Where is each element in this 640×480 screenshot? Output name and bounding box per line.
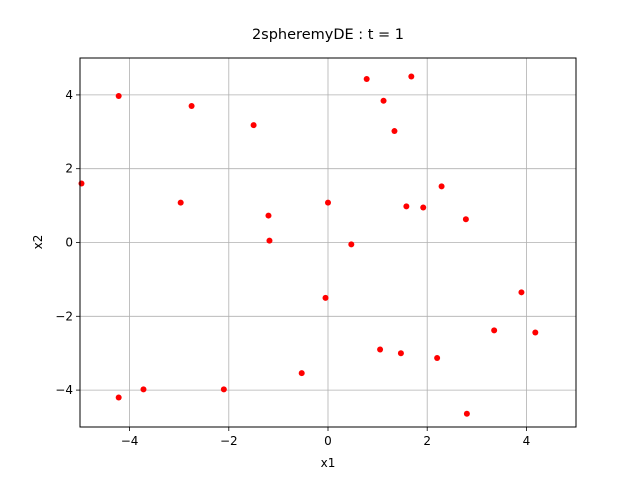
data-point <box>377 346 384 353</box>
y-tick-label: 0 <box>65 236 73 250</box>
data-point <box>363 76 370 83</box>
data-point <box>220 386 227 393</box>
data-point <box>140 386 147 393</box>
data-point <box>348 241 355 248</box>
chart-title: 2spheremyDE : t = 1 <box>252 27 404 43</box>
x-tick-label: −2 <box>220 434 238 448</box>
x-axis-label: x1 <box>321 456 336 470</box>
data-point <box>177 199 184 206</box>
data-point <box>391 128 398 135</box>
y-tick-label: 2 <box>65 162 73 176</box>
x-tick-label: 4 <box>523 434 531 448</box>
y-tick-label: 4 <box>65 88 73 102</box>
y-tick-label: −4 <box>55 383 73 397</box>
grid-lines <box>80 58 576 427</box>
data-point <box>462 216 469 223</box>
data-point <box>322 294 329 301</box>
data-point <box>266 237 273 244</box>
data-point <box>420 204 427 211</box>
x-tick-label: 0 <box>324 434 332 448</box>
x-tick-label: 2 <box>423 434 431 448</box>
data-point <box>438 183 445 190</box>
data-point <box>408 73 415 80</box>
data-point <box>380 97 387 104</box>
data-point <box>403 203 410 210</box>
data-point <box>250 122 257 129</box>
data-point <box>298 370 305 377</box>
data-point <box>265 212 272 219</box>
axis-ticks: −4 −2 0 2 4 −4 −2 0 2 4 <box>55 88 530 448</box>
data-point <box>397 350 404 357</box>
data-point <box>78 180 85 187</box>
data-point <box>115 394 122 401</box>
x-tick-label: −4 <box>121 434 139 448</box>
data-point <box>491 327 498 334</box>
y-axis-label: x2 <box>31 235 45 250</box>
data-point <box>463 410 470 417</box>
data-point <box>518 289 525 296</box>
data-point <box>434 354 441 361</box>
data-point <box>325 199 331 206</box>
data-point <box>188 102 195 109</box>
data-point <box>532 329 539 336</box>
y-tick-label: −2 <box>55 309 73 323</box>
data-point <box>115 93 122 100</box>
